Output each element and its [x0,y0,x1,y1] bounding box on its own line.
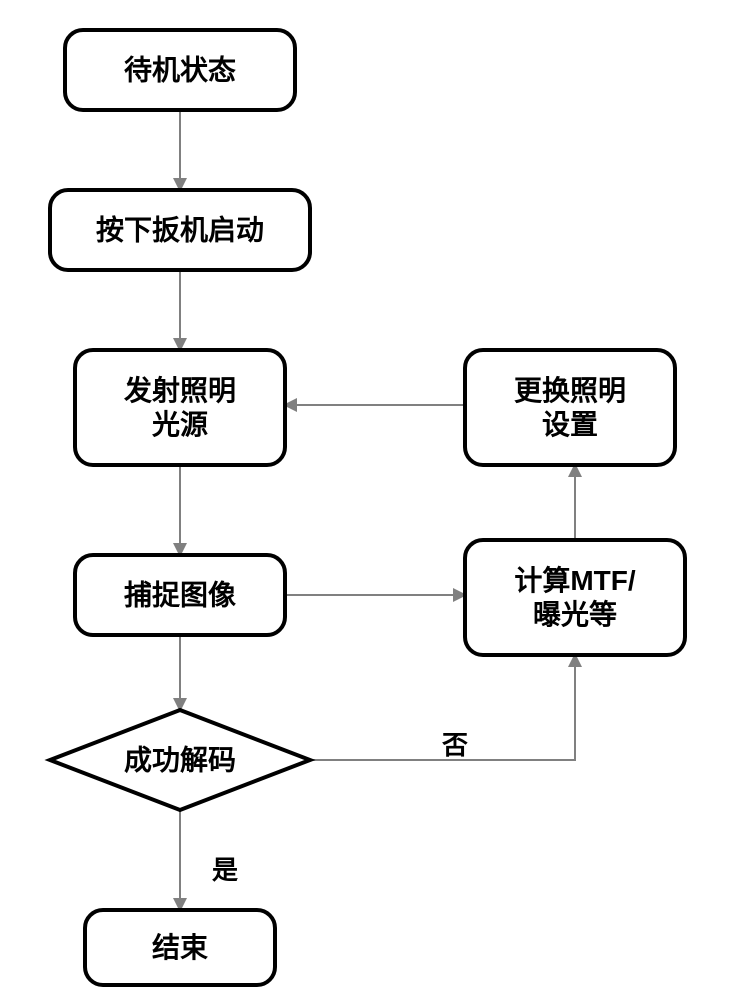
flow-node-standby: 待机状态 [65,30,295,110]
flow-node-label: 曝光等 [533,598,617,630]
flowchart-diagram: 待机状态按下扳机启动发射照明光源更换照明设置捕捉图像计算MTF/曝光等成功解码结… [0,0,755,1000]
flow-node-label: 成功解码 [124,745,236,776]
flow-node-emit: 发射照明光源 [75,350,285,465]
flow-node-calc: 计算MTF/曝光等 [465,540,685,655]
flow-node-label: 捕捉图像 [124,580,237,611]
flow-node-label: 待机状态 [124,55,236,86]
flow-node-press: 按下扳机启动 [50,190,310,270]
edge-label-no: 否 [442,730,468,760]
flow-node-end: 结束 [85,910,275,985]
flow-node-label: 光源 [151,409,208,440]
flow-node-label: 设置 [542,409,598,440]
edge-label-yes: 是 [212,855,238,885]
flow-node-label: 计算MTF/ [514,564,636,596]
flow-node-capture: 捕捉图像 [75,555,285,635]
flow-node-label: 发射照明 [123,374,236,406]
flow-node-change: 更换照明设置 [465,350,675,465]
flow-node-decision: 成功解码 [50,710,310,810]
flow-node-label: 结束 [152,932,208,963]
flow-node-label: 按下扳机启动 [96,214,264,246]
flow-node-label: 更换照明 [514,375,626,406]
